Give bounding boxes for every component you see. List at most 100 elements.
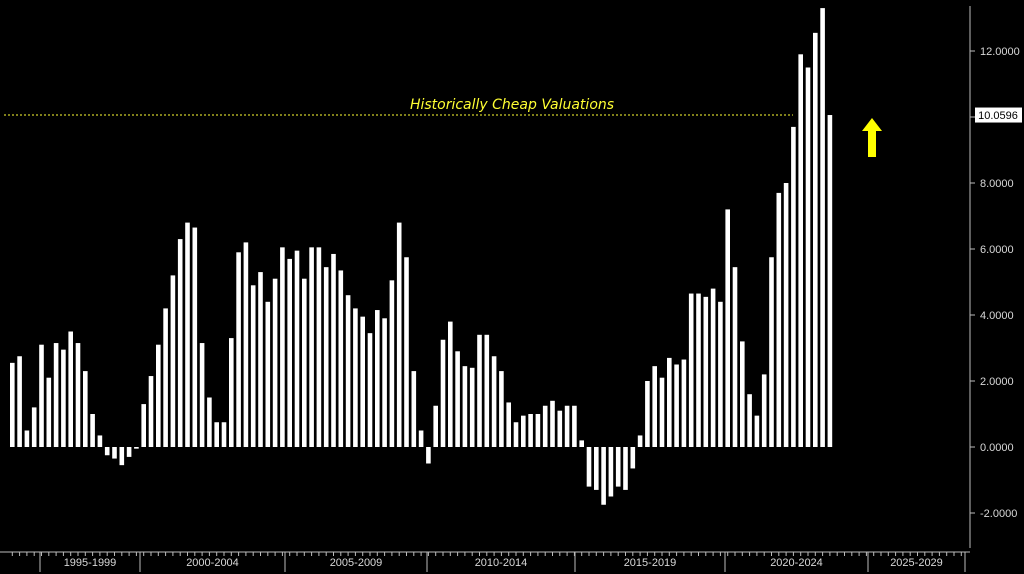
bar xyxy=(309,247,314,447)
bar xyxy=(615,447,621,487)
bar xyxy=(769,257,774,447)
bar xyxy=(134,447,139,449)
bar xyxy=(667,357,672,447)
bar xyxy=(550,400,555,447)
bar xyxy=(783,183,789,447)
bar xyxy=(163,308,168,447)
bar xyxy=(455,351,460,447)
bar xyxy=(10,362,15,447)
last-value-label: 10.0596 xyxy=(978,110,1018,122)
bar xyxy=(462,366,468,447)
bar xyxy=(440,339,446,447)
x-category-label: 2020-2024 xyxy=(770,557,823,569)
bar xyxy=(112,447,117,459)
bar xyxy=(776,192,782,447)
bar xyxy=(280,247,285,447)
bar xyxy=(243,242,249,447)
bar xyxy=(119,447,125,466)
bar xyxy=(207,397,212,447)
bar xyxy=(360,316,365,447)
bar xyxy=(703,296,709,447)
bar xyxy=(594,447,599,490)
bar xyxy=(754,415,760,447)
bar xyxy=(367,333,373,447)
bar xyxy=(433,405,438,447)
bar xyxy=(156,344,161,447)
bar xyxy=(637,435,643,447)
bar xyxy=(813,32,818,447)
bar xyxy=(542,405,548,447)
y-tick-label: 12.0000 xyxy=(980,46,1020,58)
bar xyxy=(61,349,66,447)
bar xyxy=(404,257,409,447)
bar xyxy=(199,343,205,447)
bar xyxy=(652,366,657,447)
bar xyxy=(696,293,701,447)
bar xyxy=(499,371,504,447)
up-arrow-icon xyxy=(862,118,882,157)
bar xyxy=(747,394,752,447)
bar xyxy=(83,371,88,447)
bar xyxy=(521,415,526,447)
bar xyxy=(389,280,395,447)
bar xyxy=(53,343,59,447)
bar xyxy=(557,410,563,447)
bar xyxy=(418,430,424,447)
bar xyxy=(287,258,292,447)
bar xyxy=(17,356,22,447)
x-category-label: 2010-2014 xyxy=(475,557,528,569)
bar xyxy=(302,278,307,447)
bar xyxy=(491,356,497,447)
bar xyxy=(265,301,271,447)
bar xyxy=(798,54,803,448)
bar xyxy=(294,250,300,447)
bar xyxy=(250,285,256,447)
bar xyxy=(484,334,490,447)
bar xyxy=(221,422,227,447)
bar xyxy=(170,275,176,447)
bar xyxy=(24,430,30,447)
bar xyxy=(345,295,351,447)
bar xyxy=(411,371,417,447)
last-value-box xyxy=(975,107,1022,123)
bar xyxy=(148,376,154,447)
bar xyxy=(623,447,628,490)
bar xyxy=(740,341,745,447)
bar xyxy=(608,447,614,497)
y-tick-label: 8.0000 xyxy=(980,178,1014,190)
bar xyxy=(725,209,730,447)
bar xyxy=(39,344,44,447)
bar xyxy=(272,278,278,447)
x-axis-minor-ticks xyxy=(11,552,962,556)
bar xyxy=(659,377,665,447)
bar xyxy=(75,343,81,447)
bar xyxy=(68,331,73,447)
bar xyxy=(331,253,336,447)
bar xyxy=(718,301,723,447)
bar xyxy=(513,422,519,447)
bars-layer xyxy=(10,8,833,505)
bar xyxy=(426,447,431,464)
bar xyxy=(674,364,679,447)
bar xyxy=(572,405,577,447)
bar xyxy=(229,338,234,447)
bar xyxy=(353,308,358,447)
bar xyxy=(214,422,219,447)
bar xyxy=(258,272,263,447)
bar xyxy=(375,310,380,447)
bar xyxy=(31,407,37,447)
bar xyxy=(104,447,110,456)
bar xyxy=(681,359,687,447)
bar xyxy=(448,321,453,447)
bar xyxy=(382,318,387,447)
y-tick-label: 6.0000 xyxy=(980,244,1014,256)
bar xyxy=(586,447,592,487)
bar xyxy=(469,367,475,447)
bar xyxy=(601,447,606,505)
bar xyxy=(630,447,636,469)
up-arrow-shape xyxy=(862,118,882,157)
bar xyxy=(645,381,650,447)
bar xyxy=(236,252,241,447)
